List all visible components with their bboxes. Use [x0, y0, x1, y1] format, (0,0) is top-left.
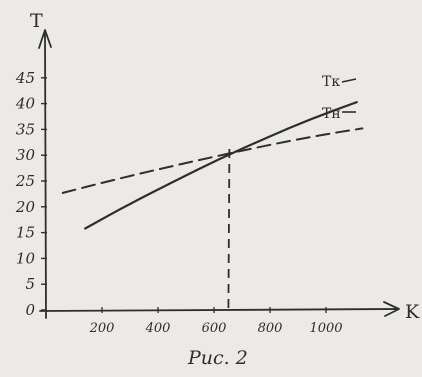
series-line-tk — [84, 101, 358, 230]
x-tick-label-800: 800 — [258, 321, 283, 336]
y-tick-label-10: 10 — [16, 249, 36, 267]
series-lines — [61, 78, 364, 230]
intersection-marker — [227, 149, 231, 311]
y-tick-label-20: 20 — [15, 198, 36, 216]
x-axis-label: K — [405, 301, 420, 323]
x-ticks: 200 400 600 800 1000 — [89, 307, 343, 336]
y-tick-label-30: 30 — [16, 146, 36, 164]
y-tick-label-15: 15 — [16, 224, 35, 242]
y-axis-label: T — [30, 10, 43, 32]
y-ticks: 0 5 10 15 20 25 30 35 40 45 — [15, 69, 47, 319]
y-tick-label-45: 45 — [15, 69, 35, 87]
x-tick-label-1000: 1000 — [309, 321, 342, 336]
figure-caption: Рис. 2 — [187, 347, 248, 369]
x-axis-line — [39, 301, 400, 317]
y-tick-label-5: 5 — [25, 275, 35, 293]
y-tick-label-25: 25 — [15, 172, 35, 190]
series-label-tk: Тк — [322, 74, 340, 90]
y-tick-label-35: 35 — [16, 120, 35, 138]
x-tick-label-400: 400 — [145, 321, 171, 336]
axes — [38, 29, 400, 319]
x-tick-label-600: 600 — [202, 321, 227, 336]
y-axis-line — [38, 29, 52, 319]
x-tick-label-200: 200 — [89, 321, 115, 336]
series-label-tn: Тн — [322, 106, 341, 122]
y-tick-label-40: 40 — [15, 95, 36, 113]
y-tick-label-0: 0 — [25, 301, 35, 319]
series-line-tn — [61, 127, 364, 194]
vertical-dashed-line — [227, 149, 231, 311]
label-tail-tk — [341, 78, 357, 83]
